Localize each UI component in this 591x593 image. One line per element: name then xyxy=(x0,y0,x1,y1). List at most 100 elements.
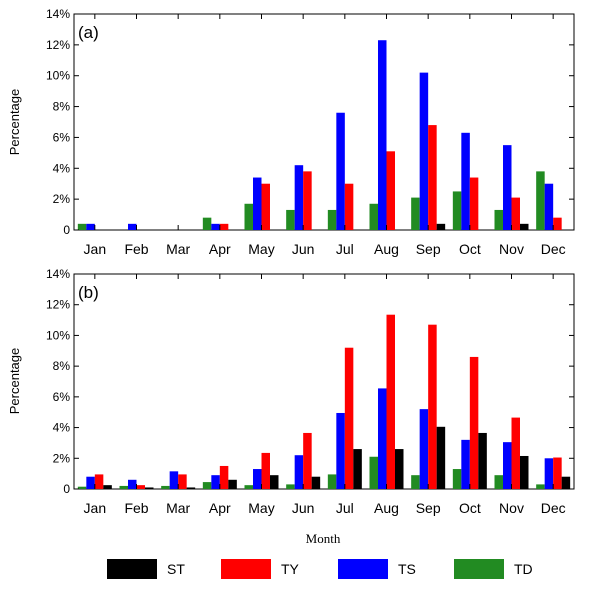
bar-ty-jul xyxy=(344,183,354,230)
x-tick-label-may: May xyxy=(248,500,274,516)
bar-ts-oct xyxy=(461,439,470,489)
panel-a: 0 2% 4% 6% 8% 10% 12% 14% Jan Feb Mar Apr May Jun Jul A… xyxy=(7,7,575,257)
x-axis-title: Month xyxy=(306,531,341,546)
bar-td-dec xyxy=(536,171,545,230)
bar-td-oct xyxy=(452,191,462,230)
bar-ty-aug xyxy=(386,314,395,489)
x-tick-label-jun: Jun xyxy=(292,241,315,257)
bar-ts-jun xyxy=(294,165,304,230)
y-tick-label: 4% xyxy=(53,421,71,435)
y-tick-label: 2% xyxy=(53,451,71,465)
legend-label-ty: TY xyxy=(281,561,300,577)
bar-ts-jul xyxy=(336,112,345,230)
x-tick-label-dec: Dec xyxy=(541,500,566,516)
x-tick-label-jul: Jul xyxy=(336,241,354,257)
bar-ts-jul xyxy=(336,412,345,489)
y-tick-label: 12% xyxy=(46,298,70,312)
x-tick-label-jan: Jan xyxy=(84,241,107,257)
bar-ty-dec xyxy=(553,457,562,489)
bar-ty-may xyxy=(261,452,270,489)
legend-swatch-td xyxy=(454,559,504,579)
bar-ts-dec xyxy=(544,458,554,489)
bar-ty-mar xyxy=(178,474,187,489)
bar-td-apr xyxy=(202,217,212,230)
bar-st-apr xyxy=(228,479,237,489)
y-tick-label: 10% xyxy=(46,328,70,342)
bar-td-may xyxy=(244,203,253,230)
bar-ty-aug xyxy=(386,151,395,230)
bar-ts-sep xyxy=(419,72,429,230)
bar-td-jun xyxy=(286,484,295,489)
x-tick-label-nov: Nov xyxy=(499,241,524,257)
bar-ts-dec xyxy=(544,183,554,230)
bar-td-feb xyxy=(119,485,128,489)
bar-st-mar xyxy=(186,487,196,489)
bar-td-nov xyxy=(494,475,503,489)
plot-frame xyxy=(73,13,575,231)
y-tick-label: 0 xyxy=(63,482,70,496)
bar-st-jan xyxy=(103,485,112,489)
bar-td-may xyxy=(244,485,253,489)
x-tick-label-jul: Jul xyxy=(336,500,354,516)
bar-ts-may xyxy=(253,177,262,230)
bar-ts-nov xyxy=(503,442,512,489)
bar-ts-oct xyxy=(461,132,470,230)
legend-swatch-ty xyxy=(221,559,271,579)
bar-ty-nov xyxy=(511,197,520,230)
y-axis-title: Percentage xyxy=(7,89,22,156)
bar-ty-jul xyxy=(344,347,354,489)
y-tick-label: 14% xyxy=(46,7,70,21)
x-tick-label-sep: Sep xyxy=(416,241,441,257)
bar-td-mar xyxy=(161,485,170,489)
bar-td-oct xyxy=(452,469,462,489)
bar-st-may xyxy=(270,475,279,489)
x-tick-label-apr: Apr xyxy=(209,500,231,516)
x-tick-label-jun: Jun xyxy=(292,500,315,516)
legend: ST TY TS TD xyxy=(107,559,533,579)
bar-st-feb xyxy=(145,487,154,489)
bar-ty-feb xyxy=(136,485,145,489)
bar-td-jan xyxy=(77,223,87,230)
panel-label: (b) xyxy=(78,283,99,302)
y-tick-label: 0 xyxy=(63,223,70,237)
bar-st-nov xyxy=(520,455,529,489)
panel-label: (a) xyxy=(78,23,99,42)
bar-st-aug xyxy=(395,449,404,489)
x-tick-label-mar: Mar xyxy=(166,241,190,257)
x-tick-label-sep: Sep xyxy=(416,500,441,516)
bar-ts-mar xyxy=(169,471,179,489)
bar-ts-jan xyxy=(86,476,95,489)
bar-ts-feb xyxy=(128,223,137,230)
bar-st-dec xyxy=(561,476,571,489)
bar-td-aug xyxy=(369,456,378,489)
bar-st-sep xyxy=(436,426,446,489)
bar-ty-jun xyxy=(303,432,312,489)
y-tick-label: 14% xyxy=(46,267,70,281)
y-tick-label: 8% xyxy=(53,359,71,373)
bar-ty-may xyxy=(261,183,270,230)
y-tick-label: 2% xyxy=(53,192,71,206)
x-tick-label-may: May xyxy=(248,241,274,257)
bar-ty-nov xyxy=(511,417,520,489)
y-axis-title: Percentage xyxy=(7,348,22,415)
panel-b: 0 2% 4% 6% 8% 10% 12% 14% Jan Feb Mar Apr May Jun Jul A… xyxy=(7,267,575,516)
x-tick-label-jan: Jan xyxy=(84,500,107,516)
bar-td-aug xyxy=(369,203,378,230)
bar-ty-jan xyxy=(94,474,104,489)
bar-td-sep xyxy=(411,197,420,230)
bar-st-jul xyxy=(353,449,362,489)
bar-ts-sep xyxy=(419,409,429,489)
bar-ts-jan xyxy=(86,223,95,230)
bar-ts-nov xyxy=(503,145,512,230)
bar-ty-oct xyxy=(469,356,479,489)
bar-ty-sep xyxy=(428,324,437,489)
x-tick-label-aug: Aug xyxy=(374,241,399,257)
x-tick-label-oct: Oct xyxy=(459,241,481,257)
x-tick-label-apr: Apr xyxy=(209,241,231,257)
plot-frame xyxy=(73,273,575,490)
bar-ty-oct xyxy=(469,177,479,230)
y-tick-label: 6% xyxy=(53,390,71,404)
bar-ts-apr xyxy=(211,475,220,489)
bar-td-jun xyxy=(286,209,295,230)
